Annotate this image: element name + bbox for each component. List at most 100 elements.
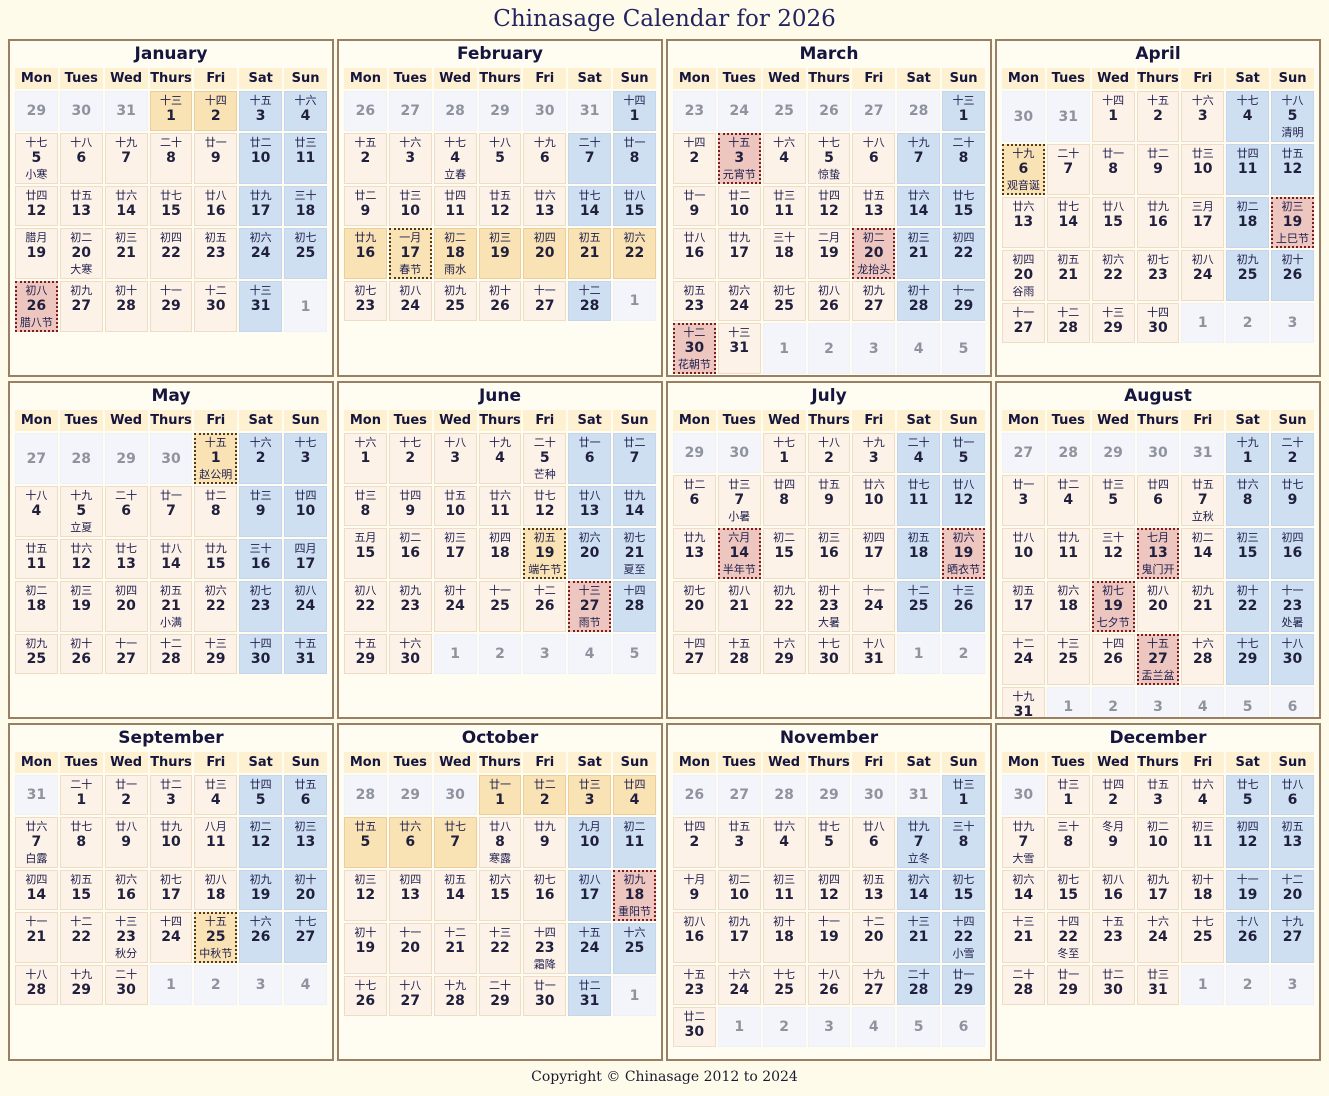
weekday-header: Thurs — [807, 752, 851, 773]
month-title: January — [134, 44, 208, 64]
lunar-date-label: 初三 — [1191, 820, 1214, 833]
day-number: 23 — [400, 598, 420, 614]
day-number: 9 — [405, 503, 416, 519]
day-number: 11 — [774, 887, 794, 903]
day-cell: 初六 14 — [1002, 870, 1045, 910]
day-number: 20 — [1013, 267, 1034, 283]
day-cell: 廿二 10 — [717, 186, 761, 226]
lunar-date-label: 初四 — [1281, 531, 1304, 544]
weekday-header: Sun — [942, 752, 985, 773]
weekday-header: Sun — [613, 410, 656, 431]
lunar-date-label: 廿三 — [578, 778, 601, 791]
day-number: 4 — [629, 792, 640, 808]
festival-label: 立秋 — [1191, 510, 1214, 523]
weekday-header: Tues — [717, 752, 761, 773]
day-cell: 廿四 2 — [1091, 775, 1135, 815]
day-number: 30 — [819, 651, 839, 667]
day-cell: 十八 5 — [478, 133, 522, 184]
festival-label: 夏至 — [623, 563, 646, 576]
day-number: 15 — [355, 545, 376, 561]
lunar-date-label: 十五 — [728, 637, 751, 650]
lunar-date-label: 廿二 — [578, 979, 601, 992]
lunar-date-label: 十三 — [1057, 637, 1080, 650]
day-cell: 十一 24 — [852, 581, 896, 632]
lunar-date-label: 十五 — [249, 94, 272, 107]
day-cell: 二十 28 — [1002, 965, 1045, 1005]
lunar-date-label: 十二 — [444, 926, 467, 939]
lunar-date-label: 廿三 — [294, 136, 317, 149]
lunar-date-label: 初六 — [578, 531, 601, 544]
lunar-date-label: 十四 — [159, 915, 182, 928]
day-number: 23 — [1148, 267, 1168, 283]
lunar-date-label: 廿八 — [488, 820, 511, 833]
day-cell: 廿三 11 — [284, 133, 327, 184]
weekday-header: Tues — [59, 410, 103, 431]
day-number: 22 — [490, 940, 510, 956]
day-cell: 4 — [897, 323, 941, 374]
weekday-header: Thurs — [478, 68, 522, 89]
day-number: 19 — [355, 940, 376, 956]
day-number: 1 — [495, 792, 505, 808]
lunar-date-label: 十五 — [578, 926, 601, 939]
day-cell: 十五 31 — [284, 634, 327, 674]
day-cell: 廿六 8 — [1226, 475, 1270, 526]
page-title: Chinasage Calendar for 2026 — [493, 6, 836, 32]
day-cell: 29 — [104, 433, 148, 484]
weekday-header: Thurs — [1136, 752, 1180, 773]
weekday-header: Mon — [1002, 410, 1045, 431]
week-row: 初九 25 初十 26 十一 27 十二 28 十三 29 十四 30 十五 31 — [15, 634, 327, 674]
day-number: 30 — [161, 450, 181, 467]
day-cell: 廿六 7 白露 — [15, 817, 58, 868]
day-cell: 十三 23 秋分 — [104, 912, 148, 963]
day-number: 6 — [405, 834, 416, 850]
day-number: 9 — [689, 887, 700, 903]
week-row: 廿五 5 廿六 6 廿七 7 廿八 8 寒露 廿九 9 九月 10 初二 11 — [344, 817, 656, 868]
day-cell: 十四 22 小雪 — [942, 912, 985, 963]
day-cell: 二十 8 — [149, 133, 193, 184]
day-number: 29 — [116, 450, 136, 467]
day-cell: 初四 22 — [149, 228, 193, 279]
day-number: 17 — [250, 203, 271, 219]
lunar-date-label: 冬月 — [1102, 820, 1125, 833]
lunar-date-label: 十四 — [1057, 915, 1080, 928]
day-cell: 初三 17 — [433, 528, 477, 579]
lunar-date-label: 廿五 — [1191, 478, 1214, 491]
day-number: 2 — [1153, 108, 1163, 124]
day-cell: 廿七 14 — [1046, 197, 1090, 248]
lunar-date-label: 十八 — [817, 436, 840, 449]
festival-label: 晒衣节 — [947, 563, 981, 576]
day-number: 30 — [71, 103, 91, 119]
day-number: 23 — [1282, 598, 1303, 614]
day-cell: 廿五 12 — [478, 186, 522, 226]
day-cell: 1 — [897, 634, 941, 674]
lunar-date-label: 廿四 — [294, 489, 317, 502]
day-cell: 27 — [1002, 433, 1045, 473]
lunar-date-label: 五月 — [354, 531, 377, 544]
weekday-header: Sun — [613, 752, 656, 773]
day-number: 11 — [26, 556, 47, 572]
day-number: 2 — [360, 150, 371, 166]
lunar-date-label: 十一 — [862, 584, 885, 597]
festival-label: 观音诞 — [1006, 179, 1040, 192]
day-number: 19 — [535, 545, 555, 561]
day-cell: 十二 21 — [433, 923, 477, 974]
day-cell: 初六 16 — [104, 870, 148, 910]
day-cell: 十七 1 — [762, 433, 806, 473]
lunar-date-label: 十一 — [1012, 306, 1035, 319]
day-number: 22 — [1103, 267, 1123, 283]
month-grid: Mon Tues Wed Thurs Fri Sat Sun 十六 1 十七 2 十八 3 十九 4 二十 5 芒… — [342, 408, 658, 676]
day-cell: 十四 24 — [149, 912, 193, 963]
day-number: 28 — [445, 993, 465, 1009]
day-cell: 30 — [433, 775, 477, 815]
day-number: 6 — [1018, 161, 1029, 177]
day-number: 3 — [734, 150, 745, 166]
lunar-date-label: 十八 — [1281, 94, 1304, 107]
day-number: 1 — [1108, 108, 1118, 124]
weekday-header: Thurs — [807, 410, 851, 431]
lunar-date-label: 十三 — [249, 284, 272, 297]
festival-label: 秋分 — [115, 947, 138, 960]
lunar-date-label: 廿六 — [399, 820, 422, 833]
week-row: 廿六 7 白露 廿七 8 廿八 9 廿九 10 八月 11 初二 12 初三 13 — [15, 817, 327, 868]
lunar-date-label: 十六 — [728, 968, 751, 981]
week-row: 廿六 13 廿七 14 廿八 15 廿九 16 三月 17 初二 18 初三 19 上巳节 — [1002, 197, 1314, 248]
